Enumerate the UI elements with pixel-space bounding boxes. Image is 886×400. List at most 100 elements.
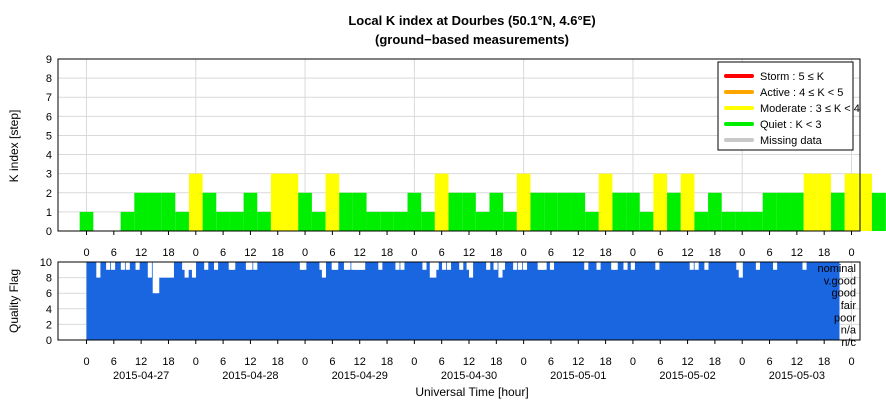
q-bar-dip: [704, 262, 709, 270]
k-x-tick-label: 0: [739, 247, 745, 259]
k-x-tick-label: 12: [681, 247, 693, 259]
q-bar-dip: [522, 262, 528, 270]
q-bar-dip: [611, 262, 616, 270]
q-bar-dip: [773, 262, 778, 270]
k-bar: [298, 192, 312, 231]
x-axis-label: Universal Time [hour]: [415, 385, 528, 399]
k-y-tick-label: 8: [46, 73, 52, 85]
k-bar: [762, 192, 777, 231]
q-x-tick-label: 6: [439, 356, 445, 368]
k-x-tick-label: 0: [848, 247, 854, 259]
k-bar: [708, 192, 722, 231]
q-bar-dip: [493, 262, 498, 270]
k-x-tick-label: 18: [490, 247, 502, 259]
quality-flag-panel: 0 2 4 6 8 10 0 6 12 18 0 6 12 18 0 6 12 18 0 6 12 18 0 6 12 18 0 6 1…: [40, 257, 861, 382]
q-right-label: good: [832, 288, 856, 300]
k-bar: [393, 211, 408, 231]
q-bar-dip: [432, 262, 437, 278]
k-bar: [544, 192, 558, 231]
q-bar-dip: [214, 262, 219, 270]
k-bar: [270, 173, 285, 231]
q-bar-dip: [537, 262, 542, 270]
q-bar-dip: [187, 262, 192, 270]
q-x-tick-label: 12: [572, 356, 584, 368]
q-bar-dip: [319, 262, 324, 270]
legend-entry: Active : 4 ≤ K < 5: [760, 87, 843, 99]
k-bar: [776, 192, 791, 231]
k-bar: [421, 211, 435, 231]
q-bar-dip: [356, 262, 361, 270]
q-bar-dip: [755, 262, 760, 270]
q-y-tick-label: 4: [46, 304, 52, 316]
q-x-tick-label: 18: [490, 356, 502, 368]
q-date-label: 2015-04-30: [441, 370, 497, 382]
q-right-label: v.good: [824, 275, 856, 287]
q-bar-dip: [434, 262, 439, 270]
chart-subtitle: (ground−based measurements): [375, 32, 569, 47]
q-y-tick-label: 6: [46, 288, 52, 300]
q-bar-dip: [164, 262, 170, 278]
q-bar-dip: [157, 262, 162, 278]
q-bar-dip: [346, 262, 351, 270]
q-bar-dip: [446, 262, 452, 270]
q-x-tick-label: 12: [463, 356, 475, 368]
q-bar-dip: [334, 262, 339, 270]
q-bar-dip: [466, 262, 471, 270]
q-bar-dip: [204, 262, 209, 270]
q-bar-dip: [152, 262, 157, 294]
k-bar: [844, 173, 859, 231]
q-bar-dip: [331, 262, 336, 270]
q-y-tick-label: 8: [46, 273, 52, 285]
q-bar-dip: [694, 262, 699, 270]
k-bar: [803, 173, 818, 231]
q-y-tick-label: 10: [40, 257, 52, 269]
k-bar: [229, 211, 244, 231]
q-x-tick-label: 0: [411, 356, 417, 368]
q-x-tick-label: 0: [302, 356, 308, 368]
k-bar: [407, 192, 422, 231]
k-y-tick-label: 6: [46, 111, 52, 123]
q-bar-dip: [160, 262, 165, 278]
q-bar-dip: [302, 262, 307, 270]
k-x-tick-label: 6: [439, 247, 445, 259]
q-bar-dip: [542, 262, 547, 270]
k-bar: [325, 173, 340, 231]
k-bar: [680, 173, 695, 231]
k-bar: [134, 192, 148, 231]
q-bar-dip: [106, 262, 111, 270]
q-x-tick-label: 0: [630, 356, 636, 368]
q-bar-dip: [596, 262, 601, 270]
k-bar: [175, 211, 189, 231]
k-x-tick-label: 6: [111, 247, 117, 259]
k-bar: [721, 211, 736, 231]
q-x-tick-label: 0: [83, 356, 89, 368]
k-x-tick-label: 0: [411, 247, 417, 259]
q-x-tick-label: 12: [354, 356, 366, 368]
q-x-tick-label: 12: [681, 356, 693, 368]
k-bar: [339, 192, 353, 231]
k-bar: [284, 173, 299, 231]
k-bar: [311, 211, 326, 231]
k-y-tick-label: 7: [46, 92, 52, 104]
k-bar: [216, 211, 230, 231]
q-date-label: 2015-05-02: [659, 370, 715, 382]
k-bar: [161, 192, 176, 231]
k-bar: [434, 173, 449, 231]
legend-entry: Storm : 5 ≤ K: [760, 71, 825, 83]
k-bar: [188, 173, 203, 231]
q-x-tick-label: 0: [193, 356, 199, 368]
q-x-tick-label: 0: [739, 356, 745, 368]
k-bar: [202, 192, 217, 231]
quality-flag-y-axis-label: Quality Flag: [7, 269, 21, 333]
k-y-tick-label: 5: [46, 130, 52, 142]
k-x-tick-label: 18: [709, 247, 721, 259]
q-bar-dip: [162, 262, 167, 278]
k-x-tick-label: 6: [766, 247, 772, 259]
k-x-tick-label: 6: [329, 247, 335, 259]
k-bar: [503, 211, 517, 231]
q-date-label: 2015-04-28: [222, 370, 278, 382]
k-y-tick-label: 4: [46, 150, 52, 162]
k-x-tick-label: 12: [791, 247, 803, 259]
k-bar: [571, 192, 586, 231]
q-bar-dip: [802, 262, 807, 270]
